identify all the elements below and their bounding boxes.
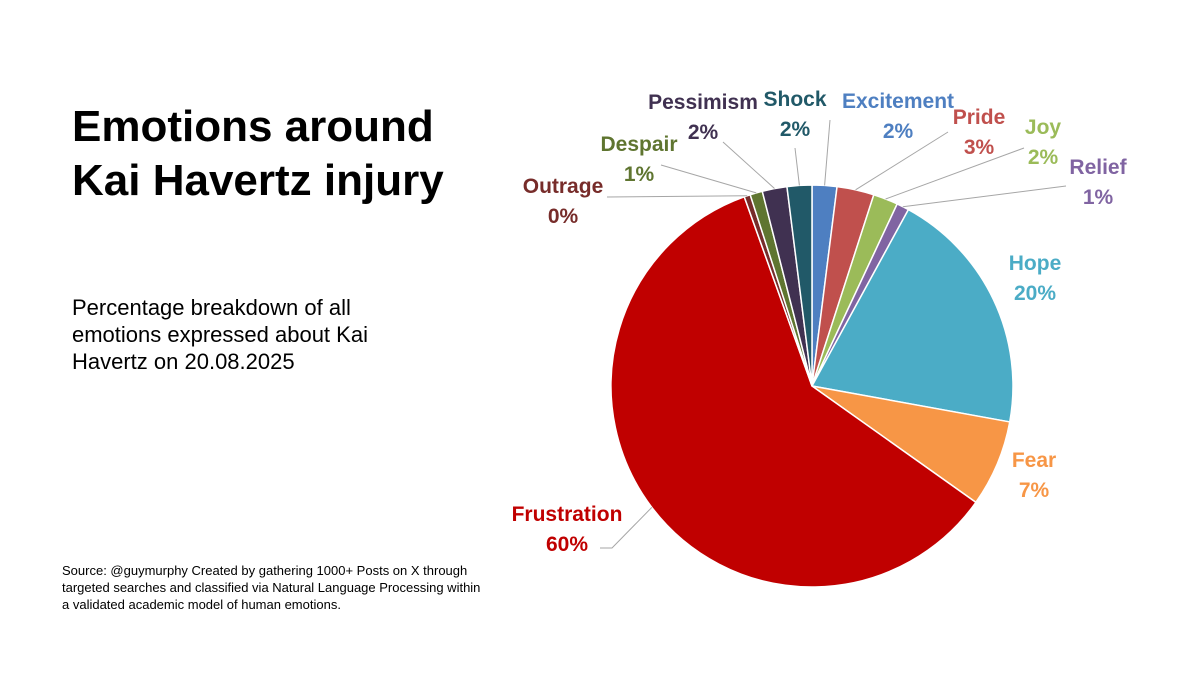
leader-line-joy: [885, 147, 1025, 200]
title-line-2: Kai Havertz injury: [72, 156, 444, 205]
data-label-value-outrage: 0%: [548, 205, 579, 228]
data-label-name-shock: Shock: [763, 88, 826, 111]
data-label-value-pessimism: 2%: [688, 121, 719, 144]
data-label-value-frustration: 60%: [546, 533, 588, 556]
data-label-name-fear: Fear: [1012, 449, 1056, 472]
leader-line-excitement: [824, 119, 831, 186]
leader-line-relief: [902, 185, 1067, 208]
data-label-name-despair: Despair: [600, 133, 677, 156]
data-label-value-hope: 20%: [1014, 282, 1056, 305]
source-note: Source: @guymurphy Created by gathering …: [62, 563, 481, 612]
title-line-1: Emotions around: [72, 102, 434, 151]
data-label-name-relief: Relief: [1069, 156, 1127, 179]
leader-line-outrage: [606, 195, 748, 198]
data-label-value-excitement: 2%: [883, 120, 914, 143]
leader-line-pessimism: [722, 141, 775, 189]
data-label-name-hope: Hope: [1009, 252, 1062, 275]
data-label-value-shock: 2%: [780, 118, 811, 141]
leader-line-shock: [794, 147, 800, 186]
leader-line-pride: [855, 131, 949, 191]
data-label-name-frustration: Frustration: [512, 503, 623, 526]
chart-title: Emotions around Kai Havertz injury: [72, 100, 502, 208]
data-label-value-pride: 3%: [964, 136, 995, 159]
data-label-value-joy: 2%: [1028, 146, 1059, 169]
leader-line-despair: [660, 164, 757, 194]
data-label-name-joy: Joy: [1025, 116, 1062, 139]
data-label-value-relief: 1%: [1083, 186, 1114, 209]
data-label-value-fear: 7%: [1019, 479, 1050, 502]
chart-subtitle: Percentage breakdown of all emotions exp…: [72, 295, 368, 374]
data-label-name-excitement: Excitement: [842, 90, 954, 113]
data-label-value-despair: 1%: [624, 163, 655, 186]
data-label-name-pride: Pride: [953, 106, 1006, 129]
data-label-name-outrage: Outrage: [523, 175, 604, 198]
leader-line-frustration: [600, 507, 653, 549]
pie-slice-hope: [810, 208, 1014, 423]
data-label-name-pessimism: Pessimism: [648, 91, 758, 114]
